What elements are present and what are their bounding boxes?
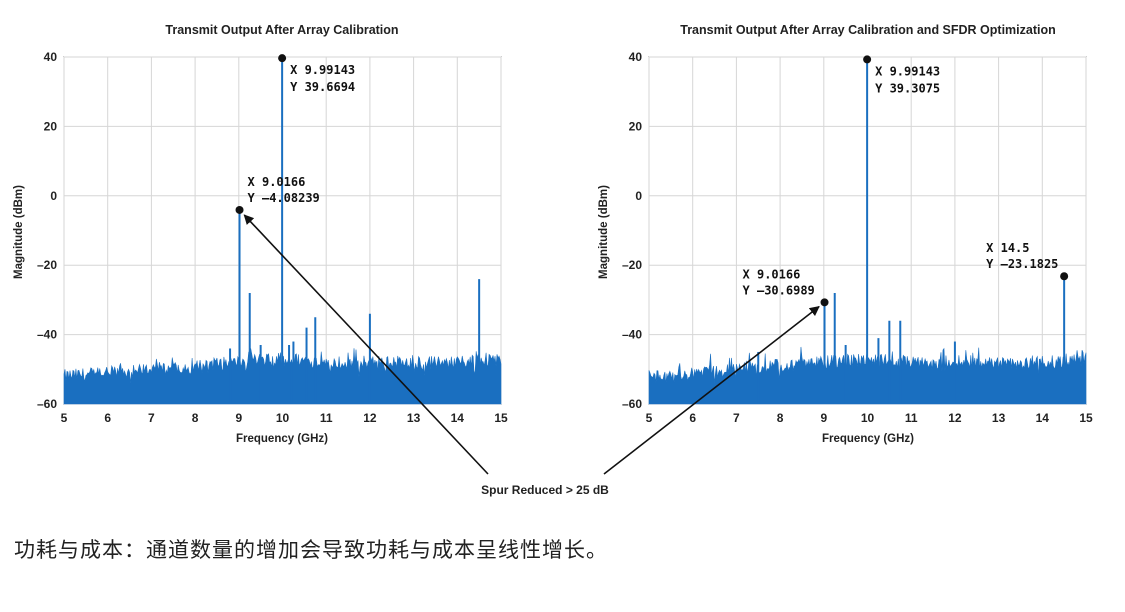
chart-right-xlabel: Frequency (GHz)	[822, 433, 914, 445]
x-tick-label: 7	[148, 411, 155, 425]
x-tick-label: 11	[320, 411, 333, 425]
chart-left: Transmit Output After Array Calibration …	[13, 23, 508, 445]
y-tick-label: 40	[629, 50, 643, 64]
x-tick-label: 15	[1079, 411, 1093, 425]
y-tick-label: –40	[37, 328, 57, 342]
x-tick-label: 5	[61, 411, 68, 425]
marker-label-x: X 9.0166	[743, 267, 801, 281]
marker-label-y: Y –23.1825	[986, 257, 1058, 271]
chart-right-title: Transmit Output After Array Calibration …	[680, 23, 1056, 37]
marker-label-y: Y 39.3075	[875, 81, 940, 95]
x-tick-label: 8	[777, 411, 784, 425]
x-tick-label: 12	[948, 411, 962, 425]
y-tick-label: –20	[622, 258, 642, 272]
y-tick-label: –40	[622, 328, 642, 342]
y-tick-label: 0	[50, 189, 57, 203]
marker-label-x: X 9.99143	[290, 63, 355, 77]
y-tick-label: –60	[37, 397, 57, 411]
x-tick-label: 13	[992, 411, 1006, 425]
marker-label-y: Y 39.6694	[290, 80, 355, 94]
y-tick-label: –60	[622, 397, 642, 411]
x-tick-label: 9	[235, 411, 242, 425]
marker-point	[863, 55, 872, 64]
y-tick-label: 20	[44, 119, 58, 133]
x-tick-label: 7	[733, 411, 740, 425]
marker-point	[820, 298, 829, 307]
marker-label-x: X 9.99143	[875, 64, 940, 78]
marker-point	[235, 205, 244, 214]
x-tick-label: 15	[494, 411, 508, 425]
x-tick-label: 6	[104, 411, 111, 425]
x-tick-label: 12	[363, 411, 377, 425]
caption-text: 功耗与成本：通道数量的增加会导致功耗与成本呈线性增长。	[14, 538, 608, 562]
marker-label-y: Y –4.08239	[248, 191, 320, 205]
x-tick-label: 8	[192, 411, 199, 425]
y-tick-label: –20	[37, 258, 57, 272]
y-tick-label: 20	[629, 119, 643, 133]
x-tick-label: 5	[646, 411, 653, 425]
y-tick-label: 40	[44, 50, 58, 64]
marker-label-y: Y –30.6989	[743, 283, 815, 297]
callout-label: Spur Reduced > 25 dB	[481, 483, 609, 497]
chart-left-ylabel: Magnitude (dBm)	[13, 185, 25, 279]
x-tick-label: 9	[820, 411, 827, 425]
marker-label-x: X 14.5	[986, 241, 1029, 255]
marker-point	[278, 54, 287, 63]
x-tick-label: 10	[861, 411, 875, 425]
callout-arrow	[243, 214, 489, 475]
x-tick-label: 10	[276, 411, 290, 425]
chart-left-title: Transmit Output After Array Calibration	[165, 23, 398, 37]
marker-label-x: X 9.0166	[248, 175, 306, 189]
x-tick-label: 11	[905, 411, 918, 425]
x-tick-label: 14	[451, 411, 465, 425]
x-tick-label: 14	[1036, 411, 1050, 425]
y-tick-label: 0	[635, 189, 642, 203]
x-tick-label: 6	[689, 411, 696, 425]
spur-callout: Spur Reduced > 25 dB	[243, 214, 820, 497]
x-tick-label: 13	[407, 411, 421, 425]
marker-point	[1060, 272, 1069, 281]
chart-right-ylabel: Magnitude (dBm)	[598, 185, 610, 279]
callout-arrow	[603, 305, 820, 475]
figure: Transmit Output After Array Calibration …	[13, 23, 1093, 497]
chart-right: Transmit Output After Array Calibration …	[598, 23, 1093, 445]
chart-left-xlabel: Frequency (GHz)	[236, 433, 328, 445]
